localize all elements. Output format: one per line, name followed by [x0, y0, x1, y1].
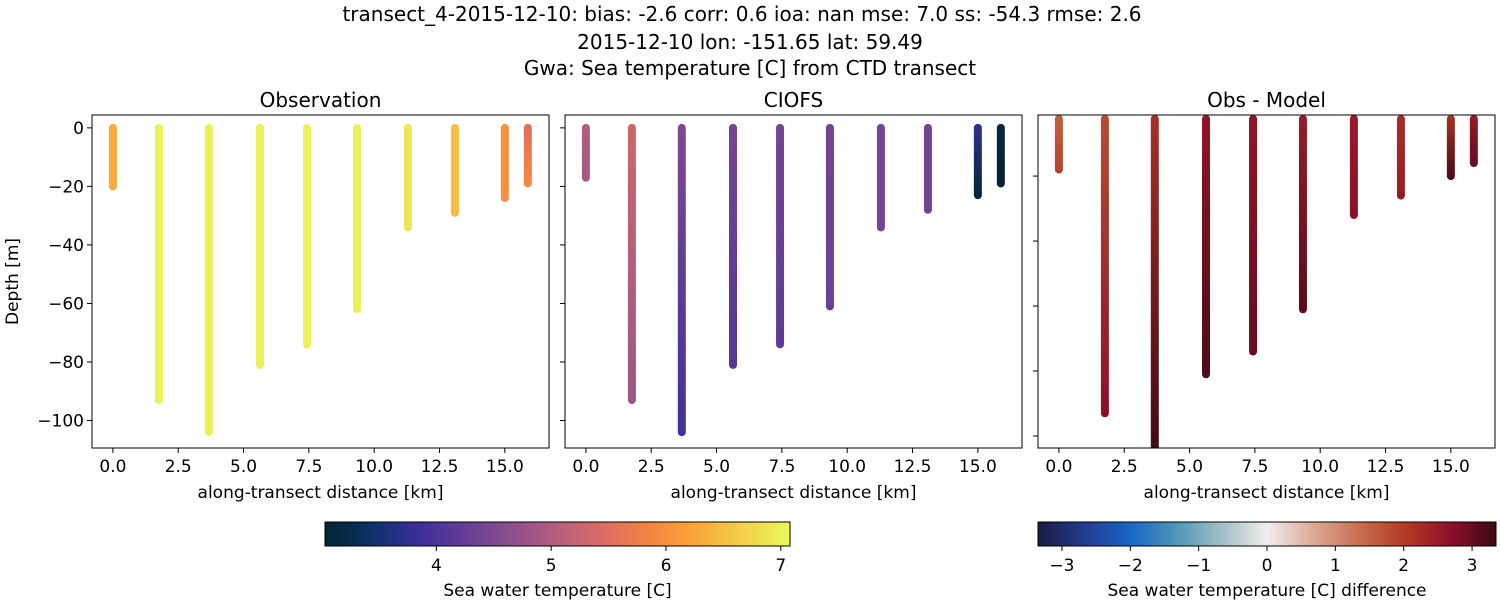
colorbar-gradient — [324, 521, 791, 547]
x-tick-label: 7.5 — [1241, 457, 1268, 477]
colorbar-gradient — [1037, 521, 1497, 547]
data-layer — [1054, 115, 1478, 448]
x-tick-label: 5.0 — [230, 457, 257, 477]
y-axis-label: Depth [m] — [3, 238, 23, 325]
x-tick-label: 2.5 — [165, 457, 192, 477]
figure-title-line-2: 2015-12-10 lon: -151.65 lat: 59.49 — [577, 30, 923, 54]
x-tick-label: 7.5 — [295, 457, 322, 477]
axes-frame — [91, 114, 550, 449]
x-tick-label: 0.0 — [572, 457, 599, 477]
panel-1: CIOFS 0.0 2.5 5.0 7.5 10.0 12.5 15.0 along-trans… — [560, 88, 1023, 503]
colorbar-tick-label: 1 — [1330, 556, 1341, 576]
y-tick-label: −20 — [48, 177, 84, 197]
colorbar-tick-label: 4 — [431, 556, 442, 576]
x-tick-label: 5.0 — [1176, 457, 1203, 477]
x-tick-label: 5.0 — [703, 457, 730, 477]
colorbar-1: −3 −2 −1 0 1 2 3 Sea water temperature [C] diff… — [1037, 521, 1497, 601]
x-axis-label: along-transect distance [km] — [671, 483, 917, 503]
colorbar-tick-label: −1 — [1186, 556, 1211, 576]
colorbar-0: 4 5 6 7 Sea water temperature [C] — [324, 521, 791, 601]
x-tick-label: 15.0 — [1432, 457, 1470, 477]
x-tick-label: 2.5 — [1111, 457, 1138, 477]
axes-frame — [1037, 114, 1496, 449]
panel-title: Obs - Model — [1207, 88, 1326, 112]
colorbar-tick-label: 6 — [661, 556, 672, 576]
x-tick-label: 0.0 — [1045, 457, 1072, 477]
figure-title-line-1: transect_4-2015-12-10: bias: -2.6 corr: … — [342, 2, 1141, 26]
colorbar-tick-label: 2 — [1398, 556, 1409, 576]
x-axis-label: along-transect distance [km] — [198, 483, 444, 503]
colorbar-tick-label: 5 — [546, 556, 557, 576]
x-tick-label: 15.0 — [959, 457, 997, 477]
colorbar-label: Sea water temperature [C] — [443, 581, 671, 600]
axes-frame — [564, 114, 1023, 449]
x-tick-label: 12.5 — [894, 457, 932, 477]
colorbar-tick-label: −2 — [1118, 556, 1143, 576]
x-tick-label: 12.5 — [1367, 457, 1405, 477]
x-tick-label: 10.0 — [1301, 457, 1339, 477]
colorbar-tick-label: 0 — [1262, 556, 1273, 576]
y-tick-label: −40 — [48, 236, 84, 256]
x-tick-label: 15.0 — [486, 457, 524, 477]
y-tick-label: −100 — [37, 411, 84, 431]
panel-title: CIOFS — [764, 88, 823, 112]
y-tick-label: 0 — [73, 119, 84, 139]
x-tick-label: 10.0 — [828, 457, 866, 477]
data-layer — [108, 123, 532, 437]
x-tick-label: 7.5 — [768, 457, 795, 477]
panel-0: Observation 0.0 2.5 5.0 7.5 10.0 12.5 15.0 along… — [3, 88, 550, 503]
data-layer — [581, 123, 1005, 437]
x-tick-label: 10.0 — [355, 457, 393, 477]
x-tick-label: 0.0 — [99, 457, 126, 477]
colorbar-tick-label: 7 — [775, 556, 786, 576]
panel-2: Obs - Model 0.0 2.5 5.0 7.5 10.0 12.5 15.0 along… — [1033, 88, 1496, 503]
figure-title-line-3: Gwa: Sea temperature [C] from CTD transe… — [524, 56, 976, 80]
x-tick-label: 12.5 — [421, 457, 459, 477]
y-tick-label: −80 — [48, 353, 84, 373]
y-tick-label: −60 — [48, 294, 84, 314]
x-tick-label: 2.5 — [638, 457, 665, 477]
colorbar-tick-label: −3 — [1049, 556, 1074, 576]
x-axis-label: along-transect distance [km] — [1144, 483, 1390, 503]
colorbar-tick-label: 3 — [1467, 556, 1478, 576]
panel-title: Observation — [260, 88, 382, 112]
colorbar-label: Sea water temperature [C] difference — [1107, 581, 1426, 600]
